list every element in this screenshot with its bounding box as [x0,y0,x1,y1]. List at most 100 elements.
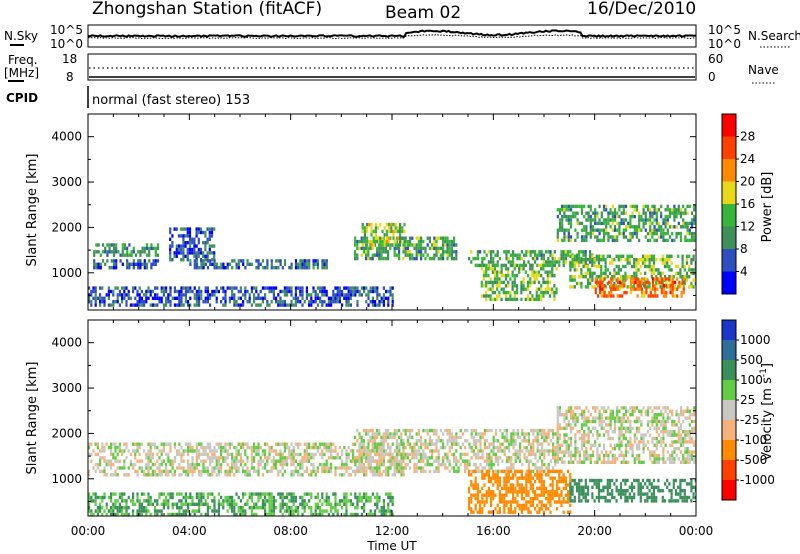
velocity-echo-cell [507,507,510,511]
velocity-echo-cell [485,469,488,474]
velocity-echo-cell [393,473,396,477]
velocity-echo-cell [487,486,490,491]
velocity-echo-cell [387,492,390,496]
power-echo-cell [578,260,581,264]
power-echo-cell [349,303,352,307]
power-echo-cell [487,263,490,268]
velocity-echo-cell [549,428,552,433]
velocity-echo-cell [246,466,249,470]
velocity-echo-cell [385,512,388,516]
velocity-echo-cell [420,469,423,474]
velocity-echo-cell [371,449,374,453]
power-echo-cell [450,246,453,251]
velocity-echo-cell [433,432,436,436]
power-echo-cell [671,294,674,298]
velocity-echo-cell [184,442,187,446]
power-echo-cell [677,208,680,212]
velocity-echo-cell [250,456,253,460]
velocity-echo-cell [411,445,414,450]
velocity-echo-cell [468,442,471,446]
power-echo-cell [662,277,666,281]
velocity-echo-cell [321,449,324,453]
velocity-echo-cell [520,469,523,474]
velocity-echo-cell [367,512,370,516]
power-echo-cell [222,296,225,300]
power-echo-cell [165,296,168,300]
velocity-echo-cell [244,473,247,477]
velocity-echo-cell [268,452,271,457]
velocity-echo-cell [264,452,267,457]
power-echo-cell [106,250,109,254]
velocity-echo-cell [514,490,517,494]
velocity-echo-cell [189,495,192,500]
power-echo-cell [141,262,144,266]
velocity-echo-cell [512,442,515,446]
velocity-echo-cell [426,462,429,467]
power-echo-cell [180,227,183,231]
velocity-echo-cell [94,495,97,500]
velocity-echo-cell [481,476,484,480]
velocity-echo-cell [332,456,335,460]
power-echo-cell [493,280,497,285]
noise-search-trace [87,33,697,40]
velocity-echo-cell [165,502,168,506]
velocity-echo-cell [275,449,278,453]
power-echo-cell [156,243,160,247]
velocity-echo-cell [330,469,333,474]
velocity-echo-cell [518,476,521,480]
power-echo-cell [178,289,181,294]
velocity-echo-cell [90,459,93,463]
velocity-echo-cell [242,466,245,470]
velocity-echo-cell [531,500,534,504]
power-echo-cell [671,225,674,229]
power-echo-cell [129,296,132,300]
velocity-echo-cell [319,499,322,503]
velocity-echo-cell [487,490,490,494]
power-echo-cell [655,221,658,226]
velocity-echo-cell [250,452,253,457]
velocity-echo-cell [481,466,484,470]
velocity-echo-cell [250,512,253,516]
velocity-echo-cell [420,442,423,446]
velocity-echo-cell [496,486,499,491]
velocity-echo-cell [118,492,121,496]
power-echo-cell [376,239,379,244]
power-echo-cell [310,293,313,297]
power-echo-cell [312,266,315,270]
power-echo-cell [123,243,127,247]
power-echo-cell [259,296,262,300]
power-echo-cell [259,303,262,307]
velocity-echo-cell [505,493,508,497]
velocity-echo-cell [406,442,409,446]
velocity-echo-cell [470,449,473,453]
power-echo-cell [390,229,393,234]
velocity-echo-cell [330,466,333,470]
velocity-echo-cell [156,509,159,513]
power-echo-cell [641,261,645,265]
power-echo-cell [327,300,330,304]
power-echo-cell [394,226,397,230]
velocity-echo-cell [288,449,291,453]
velocity-echo-cell [125,473,128,477]
power-echo-cell [150,262,153,266]
velocity-echo-cell [525,445,528,450]
velocity-echo-cell [481,473,484,477]
power-x-ticks [87,114,697,310]
velocity-echo-cell [520,476,523,480]
velocity-echo-cell [490,442,493,446]
power-echo-cell [613,235,617,239]
velocity-echo-cell [532,445,535,450]
power-echo-cell [294,266,298,270]
power-echo-cell [572,211,575,215]
power-echo-cell [482,284,486,288]
power-echo-cell [312,286,315,290]
power-echo-cell [613,275,616,279]
velocity-echo-cell [121,509,124,513]
power-echo-cell [580,221,584,226]
power-echo-cell [310,300,313,304]
velocity-echo-cell [248,506,251,510]
power-echo-cell [684,211,687,215]
power-echo-cell [618,214,621,219]
power-echo-cell [426,236,429,240]
velocity-echo-cell [224,445,227,450]
